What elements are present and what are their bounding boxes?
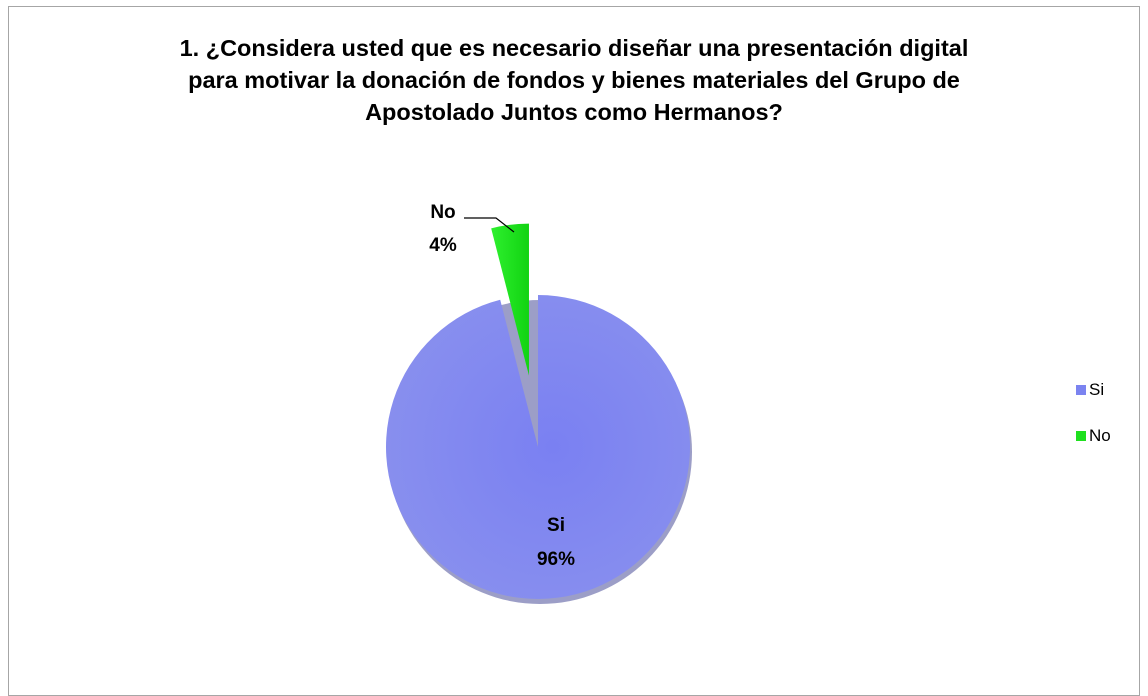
legend-label-no: No <box>1089 426 1111 445</box>
chart-title-line-1: 1. ¿Considera usted que es necesario dis… <box>179 35 969 61</box>
data-label-no-percent: 4% <box>429 235 457 256</box>
leader-line-no <box>464 217 515 233</box>
chart-title: 1. ¿Considera usted que es necesario dis… <box>0 32 1148 128</box>
data-label-no-name: No <box>430 202 455 223</box>
legend-swatch-no <box>1076 431 1086 441</box>
data-label-si-name: Si <box>547 515 565 536</box>
data-label-si-percent: 96% <box>537 549 575 570</box>
legend-item-no: No <box>1076 426 1111 446</box>
pie-slice-no <box>491 223 529 376</box>
legend-label-si: Si <box>1089 380 1105 399</box>
chart-title-line-3: Apostolado Juntos como Hermanos? <box>365 99 783 125</box>
legend-swatch-si <box>1076 385 1086 395</box>
pie-chart: Si 96% No 4% <box>386 202 692 604</box>
chart-title-line-2: para motivar la donación de fondos y bie… <box>188 67 960 93</box>
legend-item-si: Si <box>1076 380 1111 400</box>
legend: Si No <box>1076 380 1111 472</box>
pie-slice-si <box>386 295 690 600</box>
